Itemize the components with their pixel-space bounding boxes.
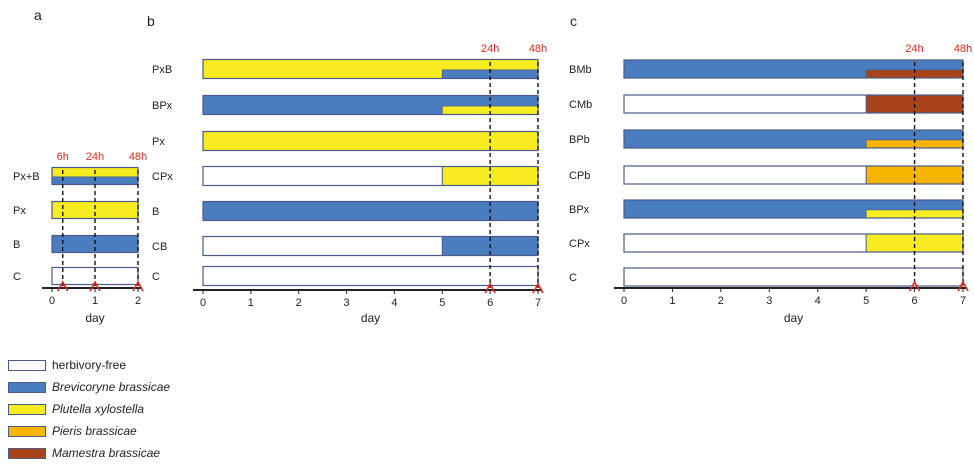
x-tick-label: 2 — [718, 295, 724, 307]
legend-swatch-mamestra — [8, 447, 46, 459]
row-label: BPb — [569, 134, 590, 146]
row-label: BPx — [152, 100, 173, 112]
row-label: C — [13, 271, 21, 283]
row-label: CPb — [569, 170, 590, 182]
row-label: CB — [152, 241, 167, 253]
legend-label: Mamestra brassicae — [52, 446, 161, 460]
x-tick-label: 7 — [535, 297, 541, 309]
x-tick-label: 7 — [960, 295, 966, 307]
x-tick-label: 0 — [200, 297, 206, 309]
legend-item-herbivory-free: herbivory-free — [8, 354, 170, 376]
row-label: PxB — [152, 64, 172, 76]
row-label: C — [569, 272, 577, 284]
bar-plutella — [52, 201, 138, 219]
sampling-arrow-icon — [957, 280, 969, 292]
legend-item-brevicoryne: Brevicoryne brassicae — [8, 376, 170, 398]
bar-herbivory-free — [624, 268, 963, 286]
x-tick-label: 0 — [621, 295, 627, 307]
bar-outline — [623, 233, 964, 253]
panel-letter: b — [147, 13, 155, 29]
row-label: CPx — [569, 238, 590, 250]
x-tick-label: 1 — [92, 295, 98, 307]
x-tick-label: 2 — [296, 297, 302, 309]
legend-swatch-brevicoryne — [8, 381, 46, 393]
row-label: C — [152, 271, 160, 283]
row-label: B — [13, 239, 20, 251]
sampling-time-label: 24h — [86, 151, 104, 163]
sampling-time-label: 24h — [905, 43, 923, 55]
row-label: Px — [152, 136, 165, 148]
x-tick-label: 1 — [248, 297, 254, 309]
bar-herbivory-free — [203, 266, 538, 286]
row-label: Px — [13, 205, 26, 217]
bar-brevicoryne — [203, 201, 538, 221]
sampling-time-label: 48h — [954, 43, 972, 55]
bar-overlay-pieris — [866, 139, 963, 148]
bar-overlay-mamestra — [866, 69, 963, 78]
sampling-arrow-icon — [484, 282, 496, 294]
row-label: BMb — [569, 64, 592, 76]
legend-item-plutella: Plutella xylostella — [8, 398, 170, 420]
row-label: B — [152, 206, 159, 218]
legend-label: herbivory-free — [52, 358, 127, 372]
bar-overlay-plutella — [866, 209, 963, 218]
sampling-arrow-icon — [908, 280, 921, 292]
x-tick-label: 0 — [49, 295, 55, 307]
bar-segment-plutella — [866, 234, 963, 252]
legend-item-pieris: Pieris brassicae — [8, 420, 170, 442]
x-tick-label: 3 — [344, 297, 350, 309]
x-tick-label: 3 — [766, 295, 772, 307]
legend-label: Brevicoryne brassicae — [52, 380, 171, 394]
legend-swatch-pieris — [8, 425, 46, 437]
legend-item-mamestra: Mamestra brassicae — [8, 442, 170, 464]
sampling-arrow-icon — [132, 280, 144, 292]
legend-swatch-herbivory-free — [8, 359, 46, 371]
sampling-arrow-icon — [89, 280, 101, 292]
legend-label: Plutella xylostella — [52, 402, 145, 416]
sampling-arrow-icon — [532, 282, 544, 294]
x-tick-label: 5 — [863, 295, 869, 307]
x-axis-label: day — [784, 311, 803, 325]
x-axis-label: day — [85, 311, 104, 325]
legend-label: Pieris brassicae — [52, 424, 137, 438]
panel-letter: c — [570, 13, 577, 29]
bar-overlay-brevicoryne — [442, 69, 538, 79]
row-label: Px+B — [13, 171, 40, 183]
sampling-time-label: 48h — [529, 43, 547, 55]
bar-plutella — [203, 131, 538, 151]
x-tick-label: 2 — [135, 295, 141, 307]
x-tick-label: 4 — [815, 295, 821, 307]
sampling-time-label: 48h — [129, 151, 147, 163]
bar-overlay-plutella — [442, 105, 538, 115]
row-label: BPx — [569, 204, 590, 216]
sampling-arrow-icon — [57, 280, 69, 292]
x-tick-label: 5 — [439, 297, 445, 309]
legend-swatch-plutella — [8, 403, 46, 415]
sampling-time-label: 6h — [57, 151, 69, 163]
sampling-time-label: 24h — [481, 43, 499, 55]
x-tick-label: 1 — [669, 295, 675, 307]
x-axis-label: day — [361, 311, 380, 325]
x-tick-label: 6 — [912, 295, 918, 307]
legend: herbivory-free Brevicoryne brassicae Plu… — [8, 354, 170, 464]
row-label: CMb — [569, 99, 592, 111]
x-tick-label: 6 — [487, 297, 493, 309]
bar-outline — [623, 267, 964, 287]
row-label: CPx — [152, 171, 173, 183]
panel-letter: a — [34, 7, 42, 23]
x-tick-label: 4 — [391, 297, 397, 309]
